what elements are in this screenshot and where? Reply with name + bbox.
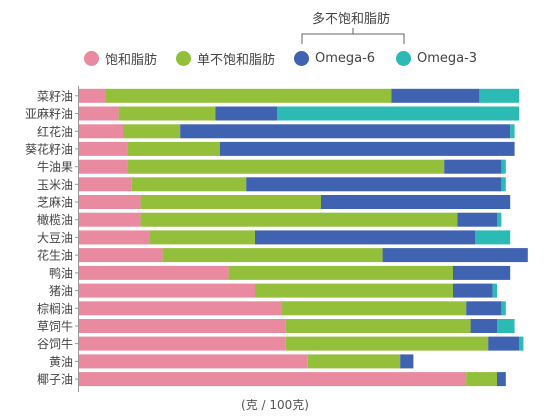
legend-group-bracket xyxy=(301,33,405,44)
y-tick-label: 黄油 xyxy=(49,355,73,369)
bar-segment-2-row-14 xyxy=(285,319,471,333)
legend-group-title: 多不饱和脂肪 xyxy=(312,12,391,27)
bar-segment-3-row-11 xyxy=(453,265,511,280)
bar-segment-2-row-10 xyxy=(162,248,383,263)
bar-segment-1-row-9 xyxy=(79,230,150,245)
bar-segment-3-row-17 xyxy=(497,372,506,387)
bar-segment-4-row-1 xyxy=(479,88,519,103)
bar-segment-1-row-6 xyxy=(79,177,132,192)
bar-segment-3-row-16 xyxy=(400,354,414,369)
bar-segment-3-row-3 xyxy=(180,124,511,139)
legend-item-omega6: Omega-6 xyxy=(294,47,375,69)
legend-label-omega3: Omega-3 xyxy=(417,50,478,66)
legend-swatch-monounsaturated xyxy=(176,50,191,66)
y-tick-label: 菜籽油 xyxy=(37,89,73,103)
y-tick-label: 花生油 xyxy=(37,248,73,263)
bar-segment-2-row-15 xyxy=(285,336,489,351)
bar-segment-2-row-9 xyxy=(149,230,255,245)
y-tick-label: 红花油 xyxy=(37,124,73,139)
bar-segment-4-row-3 xyxy=(510,124,515,139)
bar-segment-2-row-4 xyxy=(127,141,220,156)
bar-segment-1-row-13 xyxy=(79,301,282,316)
y-tick-label: 棕榈油 xyxy=(37,301,73,316)
bar-segment-1-row-17 xyxy=(79,372,467,387)
bar-segment-3-row-1 xyxy=(391,88,480,103)
bar-segment-4-row-8 xyxy=(497,212,502,227)
bars-group xyxy=(79,88,528,387)
y-tick-label: 鸭油 xyxy=(49,266,73,280)
bar-segment-2-row-11 xyxy=(228,265,453,280)
bar-segment-3-row-14 xyxy=(470,319,497,333)
bar-segment-4-row-12 xyxy=(492,283,497,298)
bar-segment-1-row-7 xyxy=(79,195,141,209)
legend-swatch-saturated xyxy=(84,50,99,66)
bar-segment-2-row-12 xyxy=(255,283,453,298)
y-tick-label: 大豆油 xyxy=(37,231,73,245)
legend-label-saturated: 饱和脂肪 xyxy=(105,52,158,68)
bar-segment-3-row-4 xyxy=(219,141,515,156)
bar-segment-3-row-12 xyxy=(453,283,493,298)
bar-segment-2-row-3 xyxy=(123,124,181,139)
legend-swatch-omega6 xyxy=(294,50,309,66)
bar-segment-2-row-5 xyxy=(127,159,445,174)
bar-segment-2-row-17 xyxy=(466,372,497,387)
legend-item-saturated: 饱和脂肪 xyxy=(84,47,157,69)
y-tick-label: 亚麻籽油 xyxy=(25,106,73,121)
bar-segment-1-row-3 xyxy=(79,124,123,139)
bar-segment-3-row-8 xyxy=(457,212,497,227)
bar-segment-1-row-16 xyxy=(79,354,308,369)
bar-segment-3-row-13 xyxy=(466,301,502,316)
legend: 饱和脂肪 单不饱和脂肪 Omega-6 Omega-3 xyxy=(0,47,550,69)
legend-label-omega6: Omega-6 xyxy=(315,50,376,66)
bar-segment-3-row-15 xyxy=(488,336,519,351)
y-tick-label: 玉米油 xyxy=(37,178,73,192)
y-tick-label: 芝麻油 xyxy=(37,195,73,210)
y-axis-labels: 菜籽油亚麻籽油红花油葵花籽油牛油果玉米油芝麻油橄榄油大豆油花生油鸭油猪油棕榈油草… xyxy=(25,89,73,386)
bar-segment-4-row-6 xyxy=(501,177,506,192)
bar-segment-1-row-2 xyxy=(79,106,119,121)
bar-segment-2-row-8 xyxy=(140,212,458,227)
bar-segment-2-row-6 xyxy=(131,177,247,192)
legend-label-monounsaturated: 单不饱和脂肪 xyxy=(197,52,276,68)
bar-segment-1-row-5 xyxy=(79,159,128,174)
y-tick-label: 葵花籽油 xyxy=(25,141,73,156)
legend-item-omega3: Omega-3 xyxy=(396,47,477,69)
bar-segment-3-row-10 xyxy=(382,248,528,263)
bar-segment-1-row-14 xyxy=(79,319,286,333)
bar-segment-1-row-12 xyxy=(79,283,255,298)
bar-segment-1-row-10 xyxy=(79,248,163,263)
bar-segment-3-row-7 xyxy=(321,195,511,209)
bar-segment-1-row-8 xyxy=(79,212,141,227)
y-tick-label: 橄榄油 xyxy=(37,212,73,227)
y-tick-label: 草饲牛 xyxy=(37,319,73,334)
bar-segment-4-row-14 xyxy=(497,319,515,333)
y-axis-ticks xyxy=(75,95,79,380)
bar-segment-4-row-2 xyxy=(277,106,519,121)
bar-segment-2-row-2 xyxy=(118,106,216,121)
bar-segment-2-row-13 xyxy=(281,301,467,316)
bar-segment-4-row-9 xyxy=(475,230,511,245)
bar-segment-1-row-4 xyxy=(79,141,128,156)
bar-segment-3-row-5 xyxy=(444,159,502,174)
y-tick-label: 猪油 xyxy=(49,284,73,298)
legend-item-monounsaturated: 单不饱和脂肪 xyxy=(176,47,275,69)
bar-segment-3-row-2 xyxy=(215,106,277,121)
bar-segment-1-row-11 xyxy=(79,265,229,280)
bar-segment-3-row-6 xyxy=(246,177,502,192)
bar-segment-3-row-9 xyxy=(255,230,475,245)
bar-segment-4-row-15 xyxy=(519,336,524,351)
y-tick-label: 谷饲牛 xyxy=(37,336,73,351)
bar-segment-1-row-15 xyxy=(79,336,286,351)
y-tick-label: 牛油果 xyxy=(37,159,73,174)
x-axis-unit-label: (克 / 100克) xyxy=(241,398,309,412)
y-tick-label: 椰子油 xyxy=(37,372,73,387)
legend-swatch-omega3 xyxy=(396,50,411,66)
bar-segment-2-row-1 xyxy=(105,88,392,103)
bar-segment-1-row-1 xyxy=(79,88,106,103)
bar-segment-4-row-5 xyxy=(501,159,506,174)
bar-segment-2-row-7 xyxy=(140,195,321,209)
bar-segment-4-row-13 xyxy=(501,301,506,316)
bar-segment-2-row-16 xyxy=(307,354,401,369)
